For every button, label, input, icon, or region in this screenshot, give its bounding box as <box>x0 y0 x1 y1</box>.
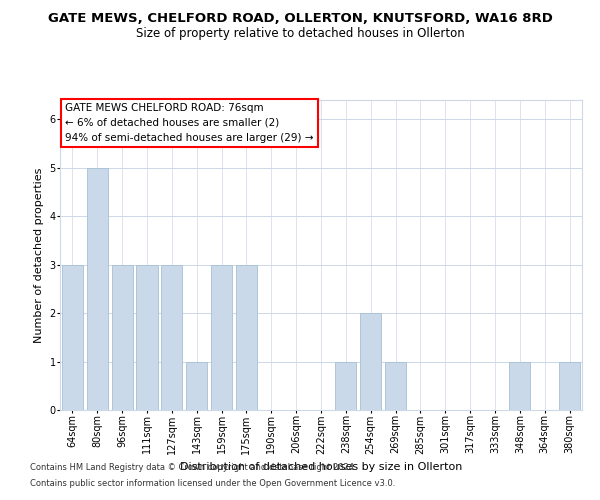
Text: Contains HM Land Registry data © Crown copyright and database right 2024.: Contains HM Land Registry data © Crown c… <box>30 464 356 472</box>
Bar <box>360 313 381 410</box>
Bar <box>186 362 207 410</box>
Text: GATE MEWS CHELFORD ROAD: 76sqm
← 6% of detached houses are smaller (2)
94% of se: GATE MEWS CHELFORD ROAD: 76sqm ← 6% of d… <box>65 103 314 142</box>
Bar <box>161 264 182 410</box>
Text: GATE MEWS, CHELFORD ROAD, OLLERTON, KNUTSFORD, WA16 8RD: GATE MEWS, CHELFORD ROAD, OLLERTON, KNUT… <box>47 12 553 26</box>
Bar <box>559 362 580 410</box>
X-axis label: Distribution of detached houses by size in Ollerton: Distribution of detached houses by size … <box>180 462 462 472</box>
Bar <box>87 168 108 410</box>
Text: Size of property relative to detached houses in Ollerton: Size of property relative to detached ho… <box>136 28 464 40</box>
Bar <box>385 362 406 410</box>
Bar <box>136 264 158 410</box>
Bar <box>236 264 257 410</box>
Bar <box>509 362 530 410</box>
Bar <box>62 264 83 410</box>
Bar <box>211 264 232 410</box>
Text: Contains public sector information licensed under the Open Government Licence v3: Contains public sector information licen… <box>30 478 395 488</box>
Y-axis label: Number of detached properties: Number of detached properties <box>34 168 44 342</box>
Bar <box>112 264 133 410</box>
Bar <box>335 362 356 410</box>
